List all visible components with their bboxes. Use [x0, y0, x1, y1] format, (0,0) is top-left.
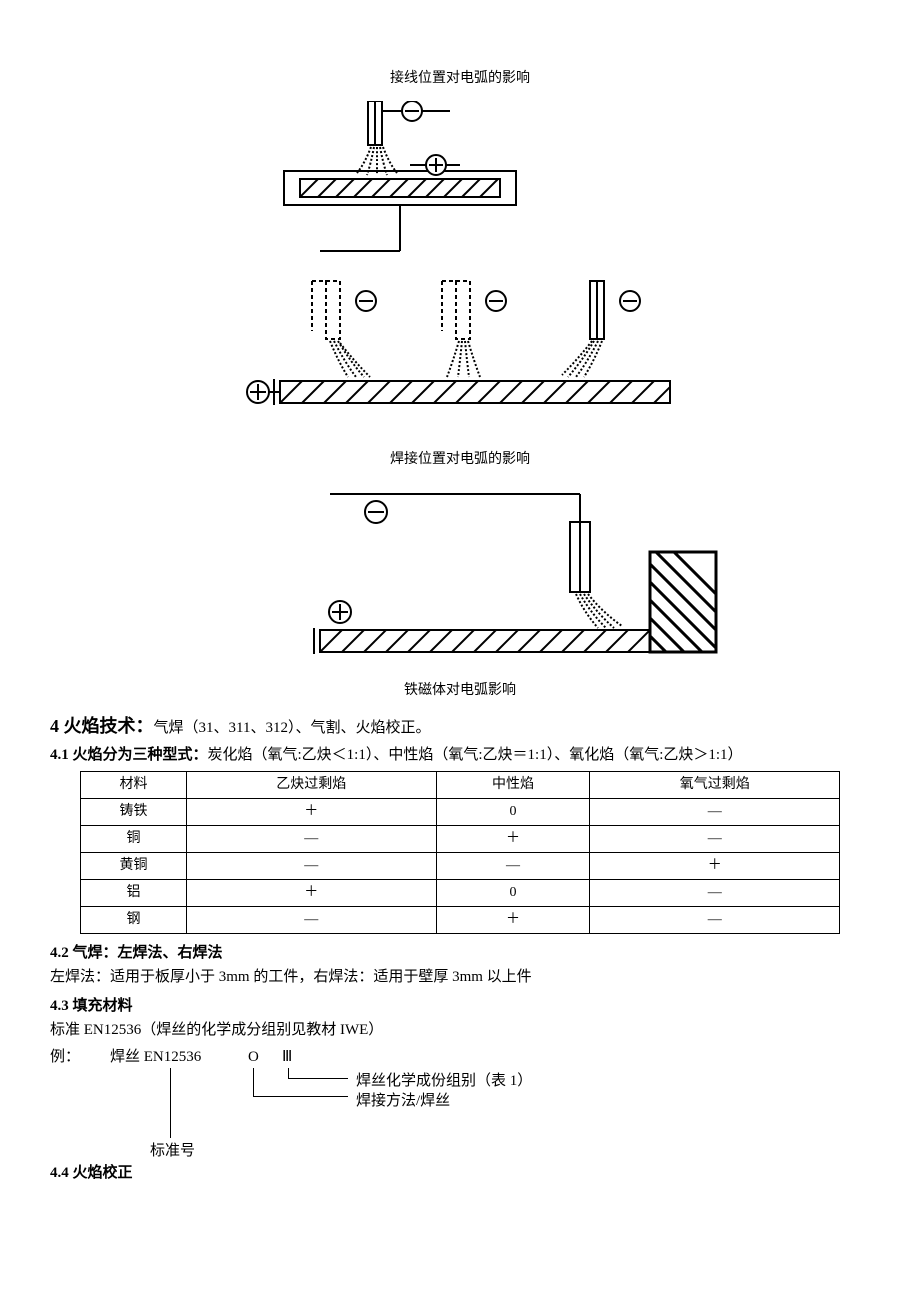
table-cell: 0	[436, 798, 590, 825]
table-header: 材料	[81, 771, 187, 798]
section-4-1: 4.1 火焰分为三种型式：炭化焰（氧气:乙炔＜1:1）、中性焰（氧气:乙炔＝1:…	[50, 744, 870, 767]
table-cell: —	[186, 825, 436, 852]
table-cell: ＋	[186, 879, 436, 906]
table-row: 铝＋0—	[81, 879, 840, 906]
table-cell: —	[590, 906, 840, 933]
table-cell: 黄铜	[81, 852, 187, 879]
table-cell: ＋	[590, 852, 840, 879]
s41-heading: 4.1 火焰分为三种型式：	[50, 747, 208, 763]
table-cell: 铝	[81, 879, 187, 906]
table-cell: —	[186, 906, 436, 933]
diagram-wiring-effect	[240, 101, 680, 441]
table-header: 中性焰	[436, 771, 590, 798]
table-cell: —	[590, 798, 840, 825]
table-cell: —	[186, 852, 436, 879]
s42-body: 左焊法：适用于板厚小于 3mm 的工件，右焊法：适用于壁厚 3mm 以上件	[50, 966, 870, 989]
table-cell: 铸铁	[81, 798, 187, 825]
ex-part1: 焊丝 EN12536	[110, 1046, 201, 1069]
table-cell: ＋	[186, 798, 436, 825]
table-cell: 0	[436, 879, 590, 906]
section-4-rest: 气焊（31、311、312）、气割、火焰校正。	[154, 720, 431, 736]
ex-label3: 标准号	[150, 1140, 195, 1163]
s41-desc: 炭化焰（氧气:乙炔＜1:1）、中性焰（氧气:乙炔＝1:1）、氧化焰（氧气:乙炔＞…	[208, 747, 743, 763]
ex-part2: O	[248, 1046, 259, 1069]
table-cell: —	[590, 879, 840, 906]
table-cell: —	[436, 852, 590, 879]
table-row: 黄铜——＋	[81, 852, 840, 879]
table-row: 钢—＋—	[81, 906, 840, 933]
table-cell: 铜	[81, 825, 187, 852]
ex-part3: Ⅲ	[282, 1046, 292, 1069]
example-diagram: 例： 焊丝 EN12536 O Ⅲ 焊丝化学成份组别（表 1） 焊接方法/焊丝 …	[50, 1046, 870, 1156]
diagram-ferromagnet	[200, 482, 720, 672]
table-cell: 钢	[81, 906, 187, 933]
flame-table: 材料乙炔过剩焰中性焰氧气过剩焰 铸铁＋0—铜—＋—黄铜——＋铝＋0—钢—＋—	[80, 771, 840, 934]
table-row: 铜—＋—	[81, 825, 840, 852]
caption-3: 铁磁体对电弧影响	[50, 680, 870, 701]
section-4-prefix: 4 火焰技术：	[50, 716, 154, 736]
s42-heading: 4.2 气焊：左焊法、右焊法	[50, 942, 870, 965]
s43-line1: 标准 EN12536（焊丝的化学成分组别见教材 IWE）	[50, 1019, 870, 1042]
s44-heading: 4.4 火焰校正	[50, 1162, 870, 1185]
ex-label2: 焊接方法/焊丝	[356, 1090, 450, 1113]
section-4-heading: 4 火焰技术：气焊（31、311、312）、气割、火焰校正。	[50, 713, 870, 740]
table-row: 铸铁＋0—	[81, 798, 840, 825]
caption-1: 接线位置对电弧的影响	[50, 68, 870, 89]
table-cell: —	[590, 825, 840, 852]
caption-2: 焊接位置对电弧的影响	[50, 449, 870, 470]
ex-prefix: 例：	[50, 1046, 80, 1069]
table-header: 乙炔过剩焰	[186, 771, 436, 798]
table-cell: ＋	[436, 906, 590, 933]
table-header: 氧气过剩焰	[590, 771, 840, 798]
s43-heading: 4.3 填充材料	[50, 995, 870, 1018]
table-cell: ＋	[436, 825, 590, 852]
